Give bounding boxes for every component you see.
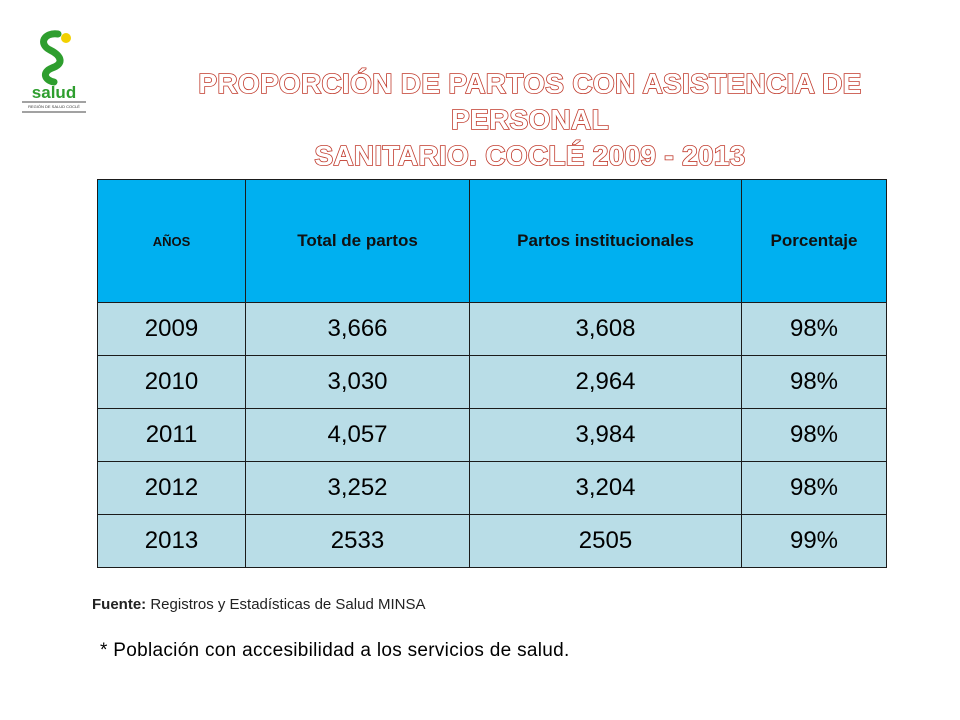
cell-institutional: 2,964 (469, 355, 742, 409)
table-row: 2012 3,252 3,204 98% (97, 461, 887, 515)
cell-year: 2012 (97, 461, 246, 515)
slide-title: PROPORCIÓN DE PARTOS CON ASISTENCIA DE P… (125, 66, 935, 174)
header-percentage: Porcentaje (741, 179, 887, 303)
table-row: 2009 3,666 3,608 98% (97, 302, 887, 356)
source-label: Fuente: (92, 596, 147, 613)
table-header-row: AÑOS Total de partos Partos instituciona… (97, 179, 887, 303)
cell-percentage: 99% (741, 514, 887, 568)
cell-institutional: 3,204 (469, 461, 742, 515)
cell-percentage: 98% (741, 408, 887, 462)
table-row: 2013 2533 2505 99% (97, 514, 887, 568)
title-line-2: SANITARIO. COCLÉ 2009 - 2013 (314, 139, 746, 172)
source-text: Registros y Estadísticas de Salud MINSA (150, 596, 426, 613)
cell-percentage: 98% (741, 302, 887, 356)
source-citation: Fuente: Registros y Estadísticas de Salu… (92, 596, 425, 613)
table-row: 2010 3,030 2,964 98% (97, 355, 887, 409)
cell-year: 2011 (97, 408, 246, 462)
cell-percentage: 98% (741, 355, 887, 409)
svg-text:REGIÓN DE SALUD COCLÉ: REGIÓN DE SALUD COCLÉ (28, 104, 80, 109)
table-row: 2011 4,057 3,984 98% (97, 408, 887, 462)
footnote: * Población con accesibilidad a los serv… (100, 640, 570, 661)
cell-total: 3,030 (245, 355, 470, 409)
header-institutional-births: Partos institucionales (469, 179, 742, 303)
cell-percentage: 98% (741, 461, 887, 515)
salud-logo: salud REGIÓN DE SALUD COCLÉ (14, 30, 94, 120)
births-table: AÑOS Total de partos Partos instituciona… (97, 179, 887, 568)
cell-institutional: 3,984 (469, 408, 742, 462)
cell-total: 2533 (245, 514, 470, 568)
cell-year: 2013 (97, 514, 246, 568)
snake-emblem-icon: salud REGIÓN DE SALUD COCLÉ (20, 30, 88, 113)
cell-institutional: 2505 (469, 514, 742, 568)
cell-year: 2009 (97, 302, 246, 356)
header-years: AÑOS (97, 179, 246, 303)
cell-institutional: 3,608 (469, 302, 742, 356)
cell-total: 3,252 (245, 461, 470, 515)
title-line-1: PROPORCIÓN DE PARTOS CON ASISTENCIA DE P… (198, 67, 863, 136)
cell-total: 4,057 (245, 408, 470, 462)
header-total-births: Total de partos (245, 179, 470, 303)
cell-year: 2010 (97, 355, 246, 409)
svg-text:salud: salud (32, 83, 76, 102)
cell-total: 3,666 (245, 302, 470, 356)
